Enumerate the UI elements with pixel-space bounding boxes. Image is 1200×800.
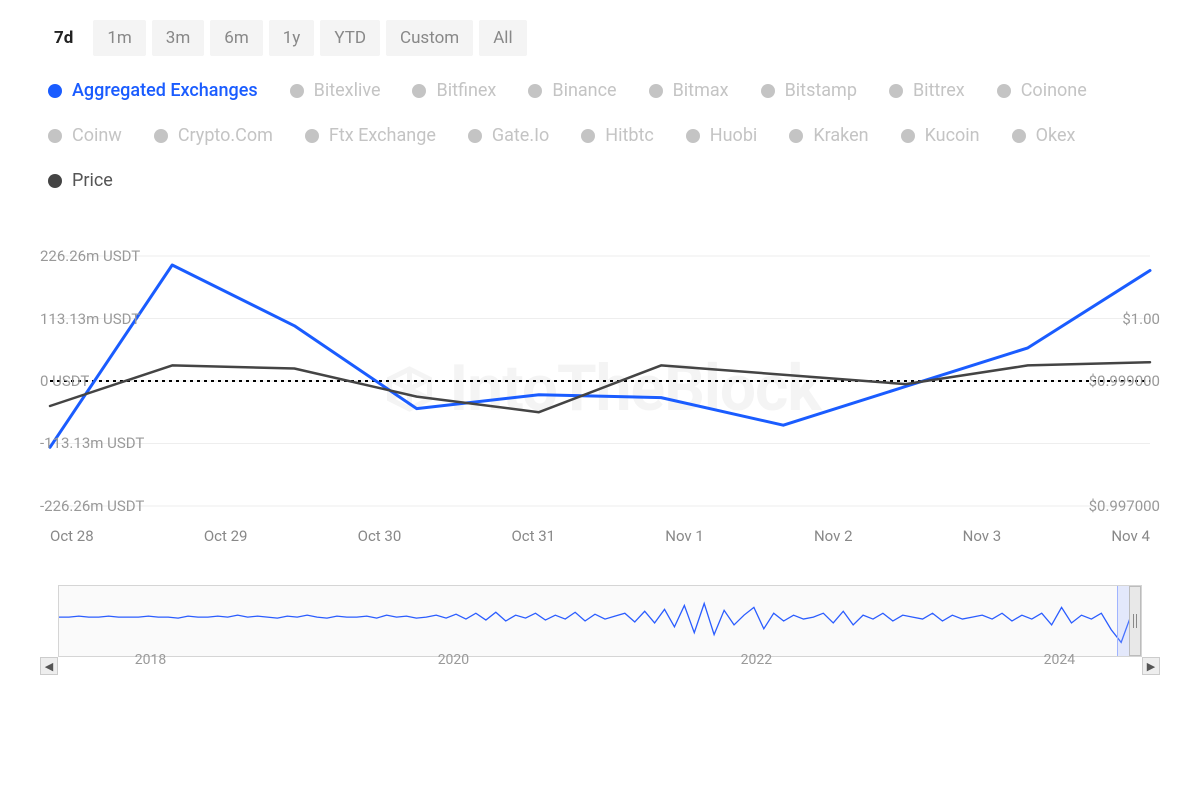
y-left-tick-label: 113.13m USDT — [40, 310, 140, 328]
legend-dot-icon — [468, 129, 482, 143]
legend-item-label: Ftx Exchange — [329, 125, 436, 146]
tab-3m[interactable]: 3m — [152, 20, 204, 56]
x-tick-label: Nov 3 — [963, 527, 1002, 545]
legend-item-kucoin[interactable]: Kucoin — [901, 125, 980, 146]
legend-dot-icon — [48, 174, 62, 188]
navigator-sparkline — [59, 586, 1141, 656]
legend-dot-icon — [649, 84, 663, 98]
y-left-tick-label: 0 USDT — [40, 372, 89, 390]
navigator-handle-right[interactable] — [1129, 586, 1141, 656]
legend-item-label: Crypto.Com — [178, 125, 273, 146]
legend-dot-icon — [1012, 129, 1026, 143]
legend-dot-icon — [305, 129, 319, 143]
legend-dot-icon — [528, 84, 542, 98]
legend-dot-icon — [581, 129, 595, 143]
legend-item-ftx-exchange[interactable]: Ftx Exchange — [305, 125, 436, 146]
x-tick-label: Nov 2 — [814, 527, 853, 545]
legend-dot-icon — [997, 84, 1011, 98]
legend-dot-icon — [686, 129, 700, 143]
y-right-tick-label: $1.00 — [1122, 310, 1160, 328]
tab-1m[interactable]: 1m — [93, 20, 145, 56]
legend-item-hitbtc[interactable]: Hitbtc — [581, 125, 654, 146]
x-tick-label: Oct 28 — [50, 527, 94, 545]
legend-dot-icon — [48, 84, 62, 98]
legend-item-okex[interactable]: Okex — [1012, 125, 1076, 146]
legend-item-label: Price — [72, 170, 113, 191]
legend-item-kraken[interactable]: Kraken — [789, 125, 868, 146]
legend-item-label: Coinw — [72, 125, 122, 146]
navigator-year-label: 2018 — [135, 652, 166, 668]
legend-dot-icon — [412, 84, 426, 98]
legend-item-label: Coinone — [1021, 80, 1087, 101]
navigator-year-label: 2022 — [741, 652, 772, 668]
tab-1y[interactable]: 1y — [269, 20, 315, 56]
legend-item-label: Gate.Io — [492, 125, 549, 146]
x-tick-label: Oct 31 — [511, 527, 555, 545]
legend-item-gate-io[interactable]: Gate.Io — [468, 125, 549, 146]
chart-canvas — [40, 251, 1160, 511]
legend-item-label: Bitfinex — [436, 80, 496, 101]
legend-item-crypto-com[interactable]: Crypto.Com — [154, 125, 273, 146]
legend-dot-icon — [290, 84, 304, 98]
legend-item-coinone[interactable]: Coinone — [997, 80, 1087, 101]
y-left-tick-label: -226.26m USDT — [40, 497, 144, 515]
x-tick-label: Nov 4 — [1111, 527, 1150, 545]
tab-ytd[interactable]: YTD — [320, 20, 380, 56]
legend-item-bitstamp[interactable]: Bitstamp — [761, 80, 857, 101]
y-right-tick-label: $0.999000 — [1089, 372, 1160, 390]
navigator-scroll-right[interactable]: ▶ — [1142, 657, 1160, 675]
legend-dot-icon — [889, 84, 903, 98]
legend-item-label: Binance — [552, 80, 616, 101]
y-left-tick-label: -113.13m USDT — [40, 434, 144, 452]
legend-item-label: Bitexlive — [314, 80, 381, 101]
legend-item-aggregated-exchanges[interactable]: Aggregated Exchanges — [48, 80, 258, 101]
legend-item-label: Bittrex — [913, 80, 965, 101]
legend-item-label: Bitstamp — [785, 80, 857, 101]
tab-6m[interactable]: 6m — [210, 20, 262, 56]
legend-dot-icon — [48, 129, 62, 143]
legend-dot-icon — [154, 129, 168, 143]
tab-7d[interactable]: 7d — [40, 20, 87, 56]
legend-item-label: Hitbtc — [605, 125, 654, 146]
legend-item-bitmax[interactable]: Bitmax — [649, 80, 729, 101]
legend-item-price[interactable]: Price — [48, 170, 113, 191]
legend-item-huobi[interactable]: Huobi — [686, 125, 758, 146]
y-left-tick-label: 226.26m USDT — [40, 247, 140, 265]
range-navigator[interactable]: 2018202020222024 — [58, 585, 1142, 657]
chart-x-axis: Oct 28 Oct 29 Oct 30 Oct 31 Nov 1 Nov 2 Nov 3 N… — [40, 521, 1160, 545]
legend-dot-icon — [789, 129, 803, 143]
legend-item-bitexlive[interactable]: Bitexlive — [290, 80, 381, 101]
legend-item-label: Kraken — [813, 125, 868, 146]
x-tick-label: Nov 1 — [665, 527, 704, 545]
y-right-tick-label: $0.997000 — [1089, 497, 1160, 515]
legend-dot-icon — [761, 84, 775, 98]
legend-item-label: Okex — [1036, 125, 1076, 146]
tab-custom[interactable]: Custom — [386, 20, 473, 56]
legend-item-label: Aggregated Exchanges — [72, 80, 258, 101]
navigator-year-label: 2024 — [1044, 652, 1075, 668]
legend-item-label: Huobi — [710, 125, 758, 146]
x-tick-label: Oct 29 — [204, 527, 248, 545]
legend-item-coinw[interactable]: Coinw — [48, 125, 122, 146]
tab-all[interactable]: All — [479, 20, 526, 56]
x-tick-label: Oct 30 — [358, 527, 402, 545]
chart-legend: Aggregated Exchanges Bitexlive Bitfinex Bin… — [40, 80, 1160, 191]
time-range-tabs: 7d1m3m6m1yYTDCustomAll — [40, 20, 1160, 56]
legend-item-label: Bitmax — [673, 80, 729, 101]
legend-item-binance[interactable]: Binance — [528, 80, 616, 101]
legend-dot-icon — [901, 129, 915, 143]
legend-item-bitfinex[interactable]: Bitfinex — [412, 80, 496, 101]
main-chart[interactable]: IntoTheBlock 226.26m USDT113.13m USDT0 U… — [40, 251, 1160, 511]
navigator-year-label: 2020 — [438, 652, 469, 668]
legend-item-label: Kucoin — [925, 125, 980, 146]
legend-item-bittrex[interactable]: Bittrex — [889, 80, 965, 101]
navigator-scroll-left[interactable]: ◀ — [40, 657, 58, 675]
